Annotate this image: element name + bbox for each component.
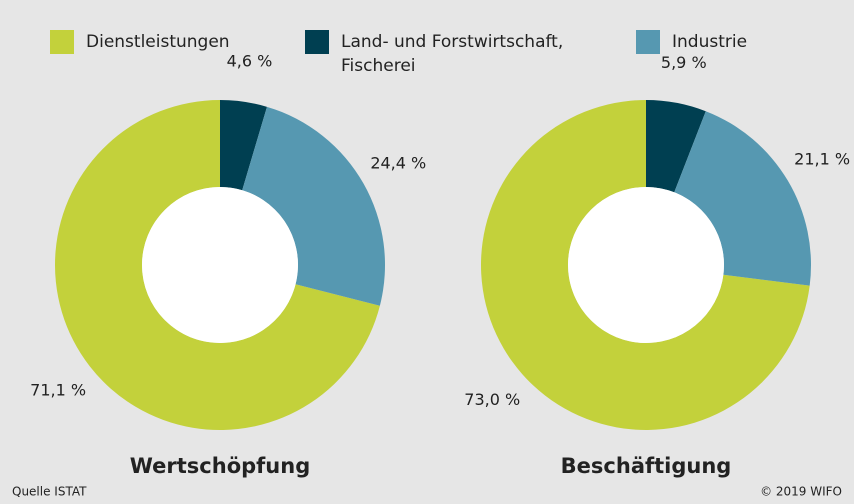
donut-slice <box>674 111 811 286</box>
data-label: 71,1 % <box>30 380 86 399</box>
donut-slice <box>242 106 385 306</box>
donut-hole <box>568 187 724 343</box>
legend-label: Industrie <box>672 32 748 52</box>
data-label: 4,6 % <box>227 52 273 71</box>
donut-hole <box>142 187 298 343</box>
legend-swatch <box>50 30 74 54</box>
legend-swatch <box>305 30 329 54</box>
legend-swatch <box>636 30 660 54</box>
donut-slice <box>220 100 267 191</box>
data-label: 5,9 % <box>661 53 707 72</box>
donut-slice <box>646 100 706 193</box>
source: Quelle ISTAT <box>12 485 87 499</box>
data-label: 21,1 % <box>794 150 850 169</box>
data-label: 24,4 % <box>370 153 426 172</box>
legend-label: Land- und Forstwirtschaft, Fischerei <box>341 32 564 76</box>
chart-title: Wertschöpfung <box>130 454 310 478</box>
chart-title: Beschäftigung <box>561 454 732 478</box>
donut-slice <box>480 100 810 430</box>
legend-label: Dienstleistungen <box>86 32 230 52</box>
data-label: 73,0 % <box>464 390 520 409</box>
donut-slice <box>54 100 380 431</box>
credit: © 2019 WIFO <box>760 485 842 499</box>
